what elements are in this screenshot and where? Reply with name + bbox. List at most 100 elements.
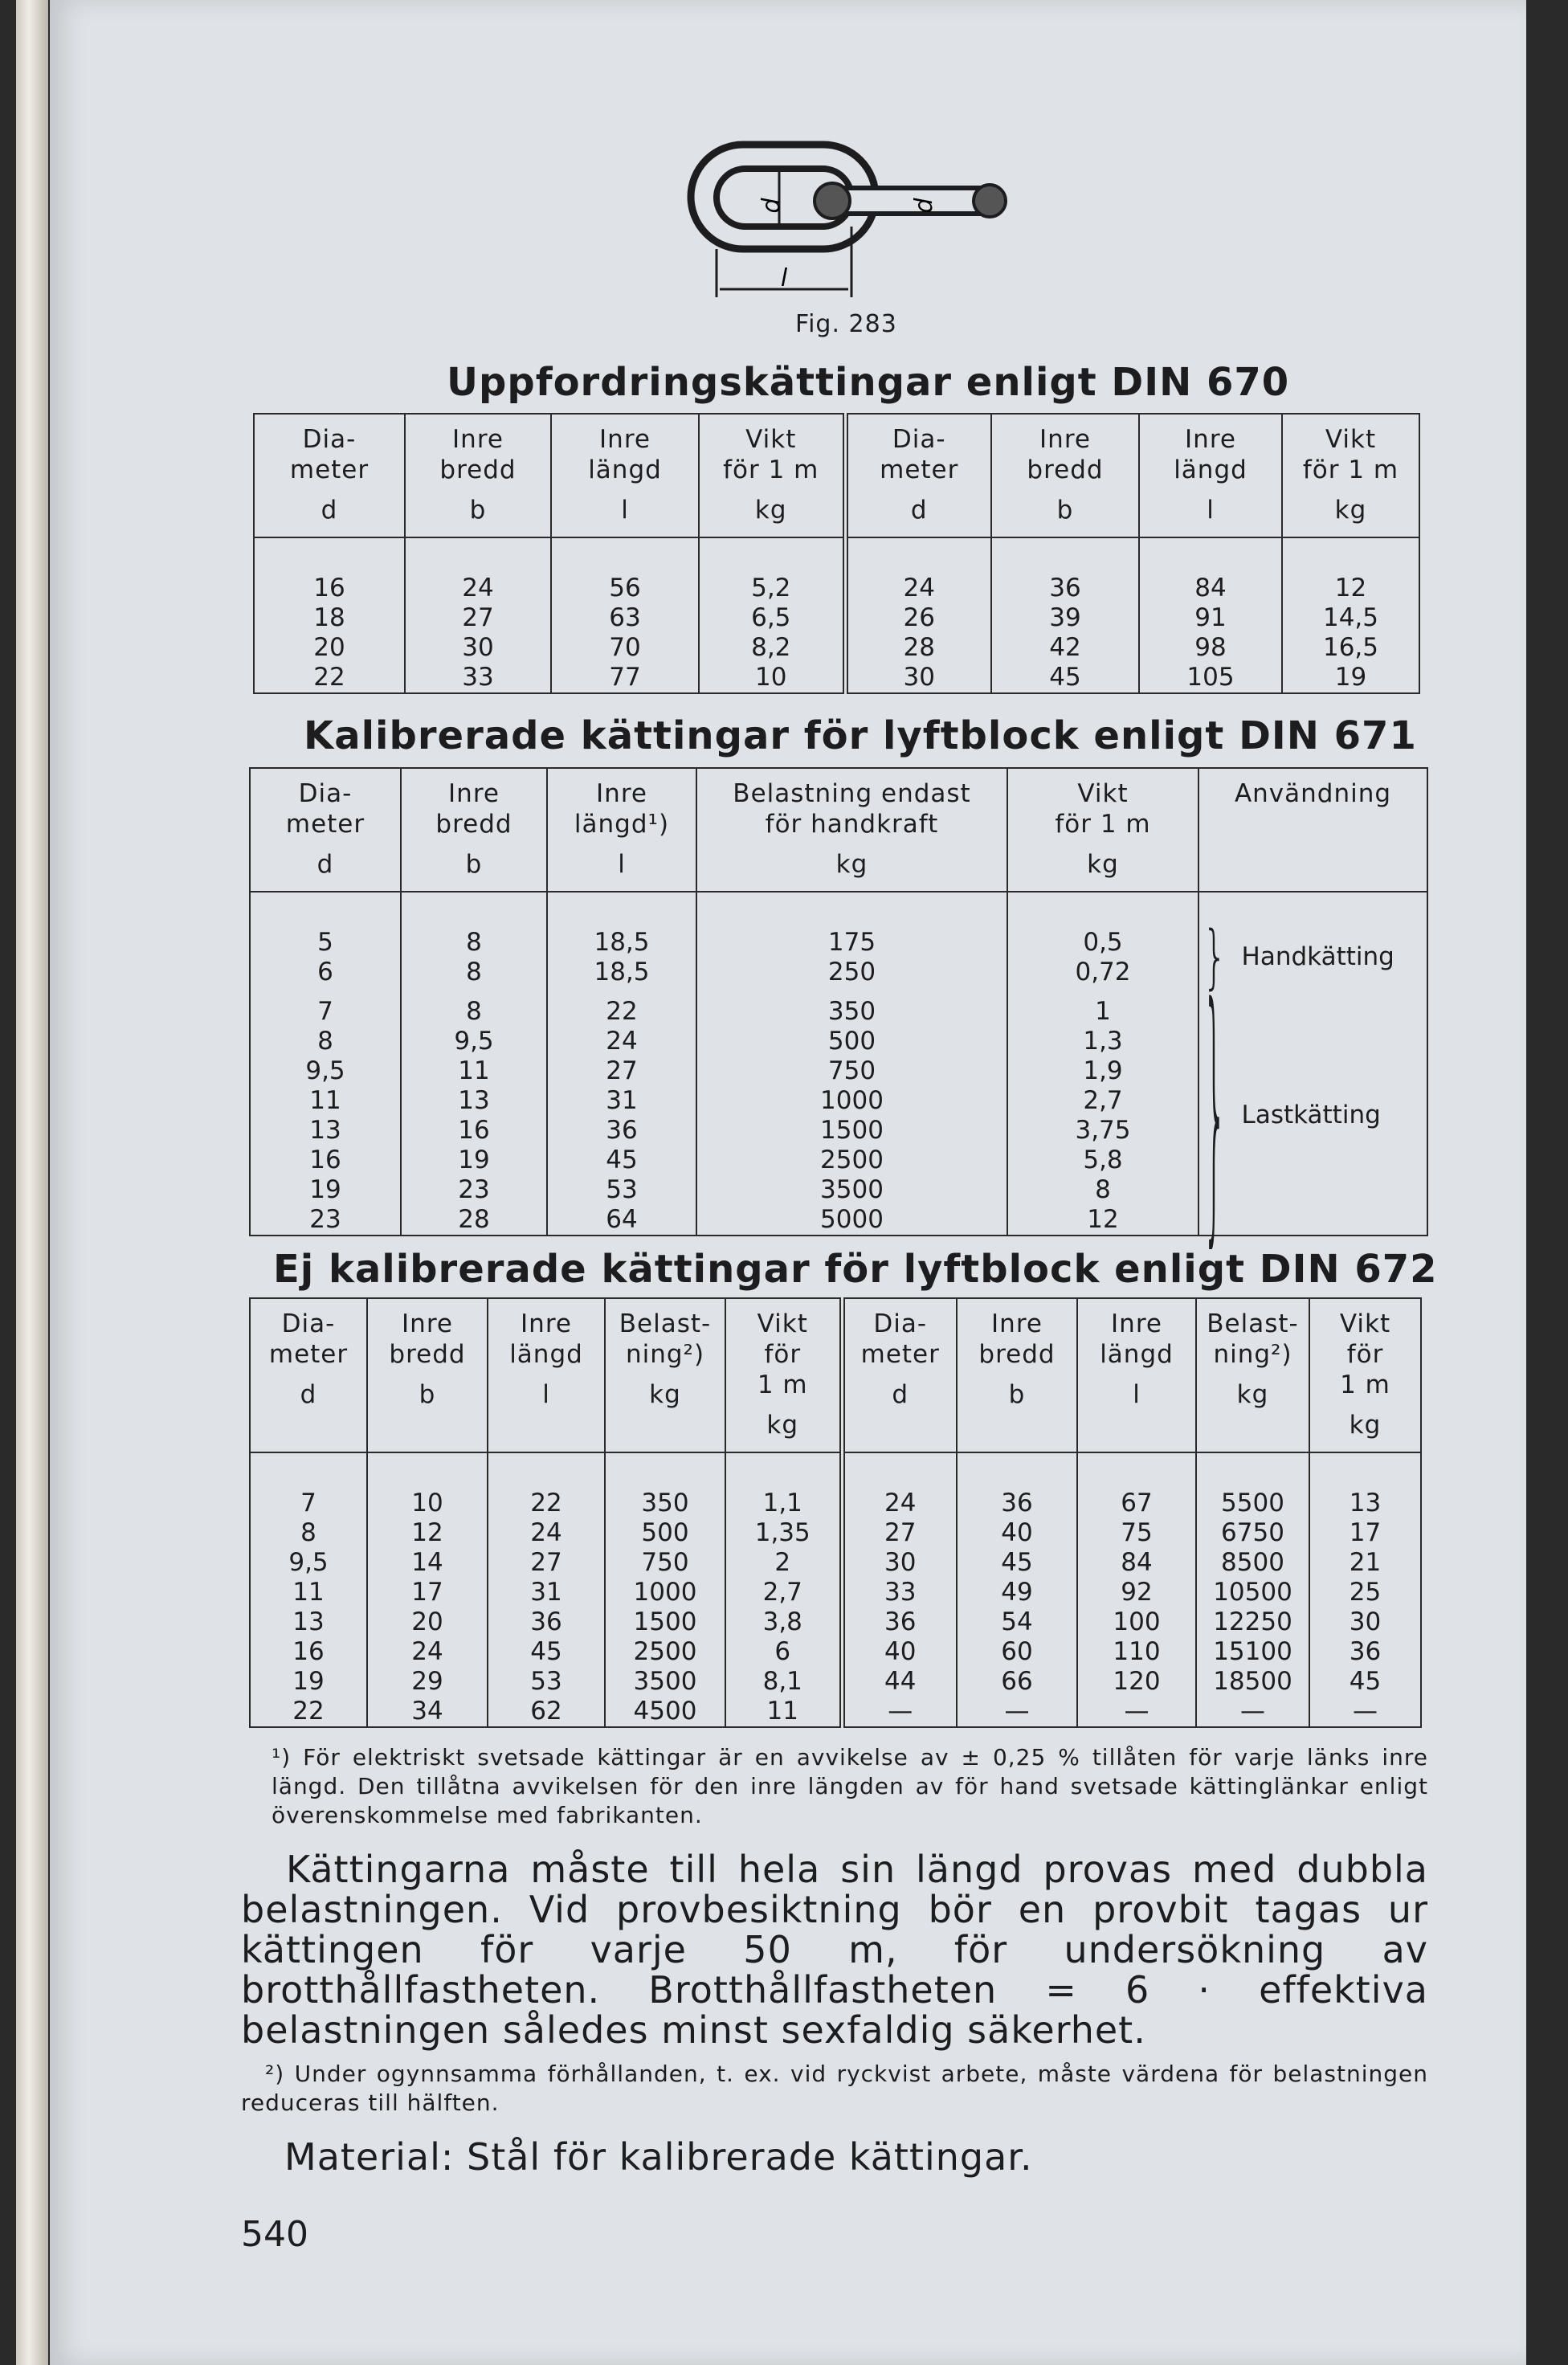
table-cell: 3500 bbox=[696, 1175, 1008, 1205]
column-header: Vikt för 1 m kg bbox=[1007, 768, 1199, 892]
column-header: Inre längd¹) l bbox=[546, 768, 697, 892]
header-symbol: l bbox=[618, 850, 626, 879]
table-cell: 53 bbox=[546, 1175, 697, 1205]
header-line: bredd bbox=[1027, 455, 1104, 484]
table-cell: 13 bbox=[249, 1116, 402, 1146]
table-cell: 11 bbox=[249, 1578, 368, 1607]
header-row: Dia-meter d Inre bredd b Inre längd l Belast-nin… bbox=[249, 1298, 1422, 1453]
usage-cell: } Handkätting bbox=[1198, 892, 1428, 992]
table-cell: 1,1 bbox=[725, 1452, 845, 1518]
header-line: för bbox=[764, 1340, 802, 1369]
column-header: Inre längd l bbox=[1076, 1298, 1197, 1453]
table-cell: 14 bbox=[366, 1548, 488, 1578]
table-cell: 19 bbox=[1281, 663, 1420, 693]
usage-cell: } Lastkätting bbox=[1198, 951, 1428, 1249]
table-cell: 18,5 bbox=[546, 892, 697, 958]
table-cell: 36 bbox=[1309, 1637, 1422, 1667]
table-cell: 17 bbox=[366, 1578, 488, 1607]
header-line: Inre bbox=[596, 779, 647, 808]
table-cell: 4500 bbox=[604, 1697, 726, 1727]
header-line: längd bbox=[588, 455, 662, 484]
table-title: Ej kalibrerade kättingar för lyftblock e… bbox=[273, 1247, 1438, 1292]
table-row: 7 10 22 350 1,1 24 36 67 5500 13 bbox=[249, 1452, 1422, 1518]
table-cell: 56 bbox=[550, 537, 700, 603]
table-cell: 1000 bbox=[604, 1578, 726, 1607]
header-symbol: b bbox=[1056, 496, 1074, 525]
header-line: längd bbox=[509, 1340, 583, 1369]
table-row: 22 34 62 4500 11— — — — — bbox=[249, 1697, 1422, 1727]
column-header: Dia-meter d bbox=[249, 1298, 368, 1453]
figure-label: Fig. 283 bbox=[795, 310, 897, 338]
column-header: Inre längd l bbox=[1138, 414, 1283, 538]
header-symbol: l bbox=[542, 1380, 550, 1409]
table-cell: 2,7 bbox=[1007, 1086, 1199, 1116]
table-row: 19 23 53 3500 8 bbox=[249, 1175, 1427, 1205]
table-cell: 5 bbox=[249, 892, 402, 958]
header-symbol: d bbox=[910, 496, 928, 525]
table-cell: 110 bbox=[1076, 1637, 1197, 1667]
table-cell: 1,9 bbox=[1007, 1056, 1199, 1086]
table-cell: 22 bbox=[249, 1697, 368, 1727]
table-cell: 120 bbox=[1076, 1667, 1197, 1697]
brace: } bbox=[1203, 951, 1227, 1249]
dim-label: l bbox=[781, 264, 788, 292]
header-symbol: kg bbox=[766, 1411, 799, 1440]
usage-label: Lastkätting bbox=[1241, 1101, 1381, 1129]
table-cell: 30 bbox=[841, 1548, 958, 1578]
table-cell: 54 bbox=[956, 1607, 1078, 1637]
table-cell: 36 bbox=[956, 1452, 1078, 1518]
body-paragraph: Kättingarna måste till hela sin längd pr… bbox=[241, 1848, 1428, 2052]
table-cell: 750 bbox=[604, 1548, 726, 1578]
table-cell: 5,2 bbox=[698, 537, 848, 603]
header-line: längd bbox=[1174, 455, 1247, 484]
header-line: för 1 m bbox=[1055, 810, 1151, 839]
table-cell: 8 bbox=[249, 1518, 368, 1548]
header-line: Vikt bbox=[1325, 425, 1377, 454]
header-line: Inre bbox=[521, 1309, 572, 1338]
table-cell: 70 bbox=[550, 633, 700, 663]
table-cell: 5,8 bbox=[1007, 1146, 1199, 1175]
column-header: Inre bredd b bbox=[400, 768, 548, 892]
table-cell: 45 bbox=[487, 1637, 606, 1667]
table-container: Dia-meter d Inre bredd b Inre längd l Belast-nin… bbox=[249, 1297, 1430, 1747]
table-cell: 350 bbox=[696, 987, 1008, 1027]
header-line: Inre bbox=[1111, 1309, 1162, 1338]
table-row: 20 30 70 8,2 28 42 98 16,5 bbox=[253, 633, 1420, 663]
table-row: 19 29 53 3500 8,1 44 66 120 18500 45 bbox=[249, 1667, 1422, 1697]
table-cell: 23 bbox=[400, 1175, 548, 1205]
table-cell: 12 bbox=[1281, 537, 1420, 603]
table-cell: 16,5 bbox=[1281, 633, 1420, 663]
table-cell: 36 bbox=[546, 1116, 697, 1146]
table-cell: 63 bbox=[550, 603, 700, 633]
table-row: 18 27 63 6,5 26 39 91 14,5 bbox=[253, 603, 1420, 633]
table-cell: 13 bbox=[249, 1607, 368, 1637]
table-cell: 1000 bbox=[696, 1086, 1008, 1116]
column-header: Vikt för 1 m kg bbox=[698, 414, 848, 538]
table-cell: 9,5 bbox=[249, 1056, 402, 1086]
header-symbol: b bbox=[1008, 1380, 1026, 1409]
table-cell: 21 bbox=[1309, 1548, 1422, 1578]
table-row: 9,5 11 27 750 1,9 bbox=[249, 1056, 1427, 1086]
table-cell: 3500 bbox=[604, 1667, 726, 1697]
table-cell: 36 bbox=[990, 537, 1140, 603]
table-cell: 10 bbox=[698, 663, 848, 693]
table-cell: 11 bbox=[249, 1086, 402, 1116]
table-cell: 20 bbox=[253, 633, 406, 663]
column-header: Dia-meter d bbox=[841, 1298, 958, 1453]
table-cell: — bbox=[841, 1697, 958, 1727]
table-cell: 18,5 bbox=[546, 958, 697, 987]
header-line: 1 m bbox=[1340, 1370, 1390, 1399]
table-cell: 19 bbox=[400, 1146, 548, 1175]
table-cell: 22 bbox=[253, 663, 406, 693]
table-cell: 45 bbox=[1309, 1667, 1422, 1697]
header-line: längd¹) bbox=[574, 810, 670, 839]
table-cell: 24 bbox=[404, 537, 552, 603]
table-cell: 19 bbox=[249, 1667, 368, 1697]
table-cell: 31 bbox=[487, 1578, 606, 1607]
header-line: Inre bbox=[452, 425, 504, 454]
header-line: Belastning endast bbox=[733, 779, 971, 808]
table-row: 6 8 18,5 250 0,72 bbox=[249, 958, 1427, 987]
table-cell: 100 bbox=[1076, 1607, 1197, 1637]
header-line: Dia- bbox=[873, 1309, 928, 1338]
table-cell: 33 bbox=[404, 663, 552, 693]
